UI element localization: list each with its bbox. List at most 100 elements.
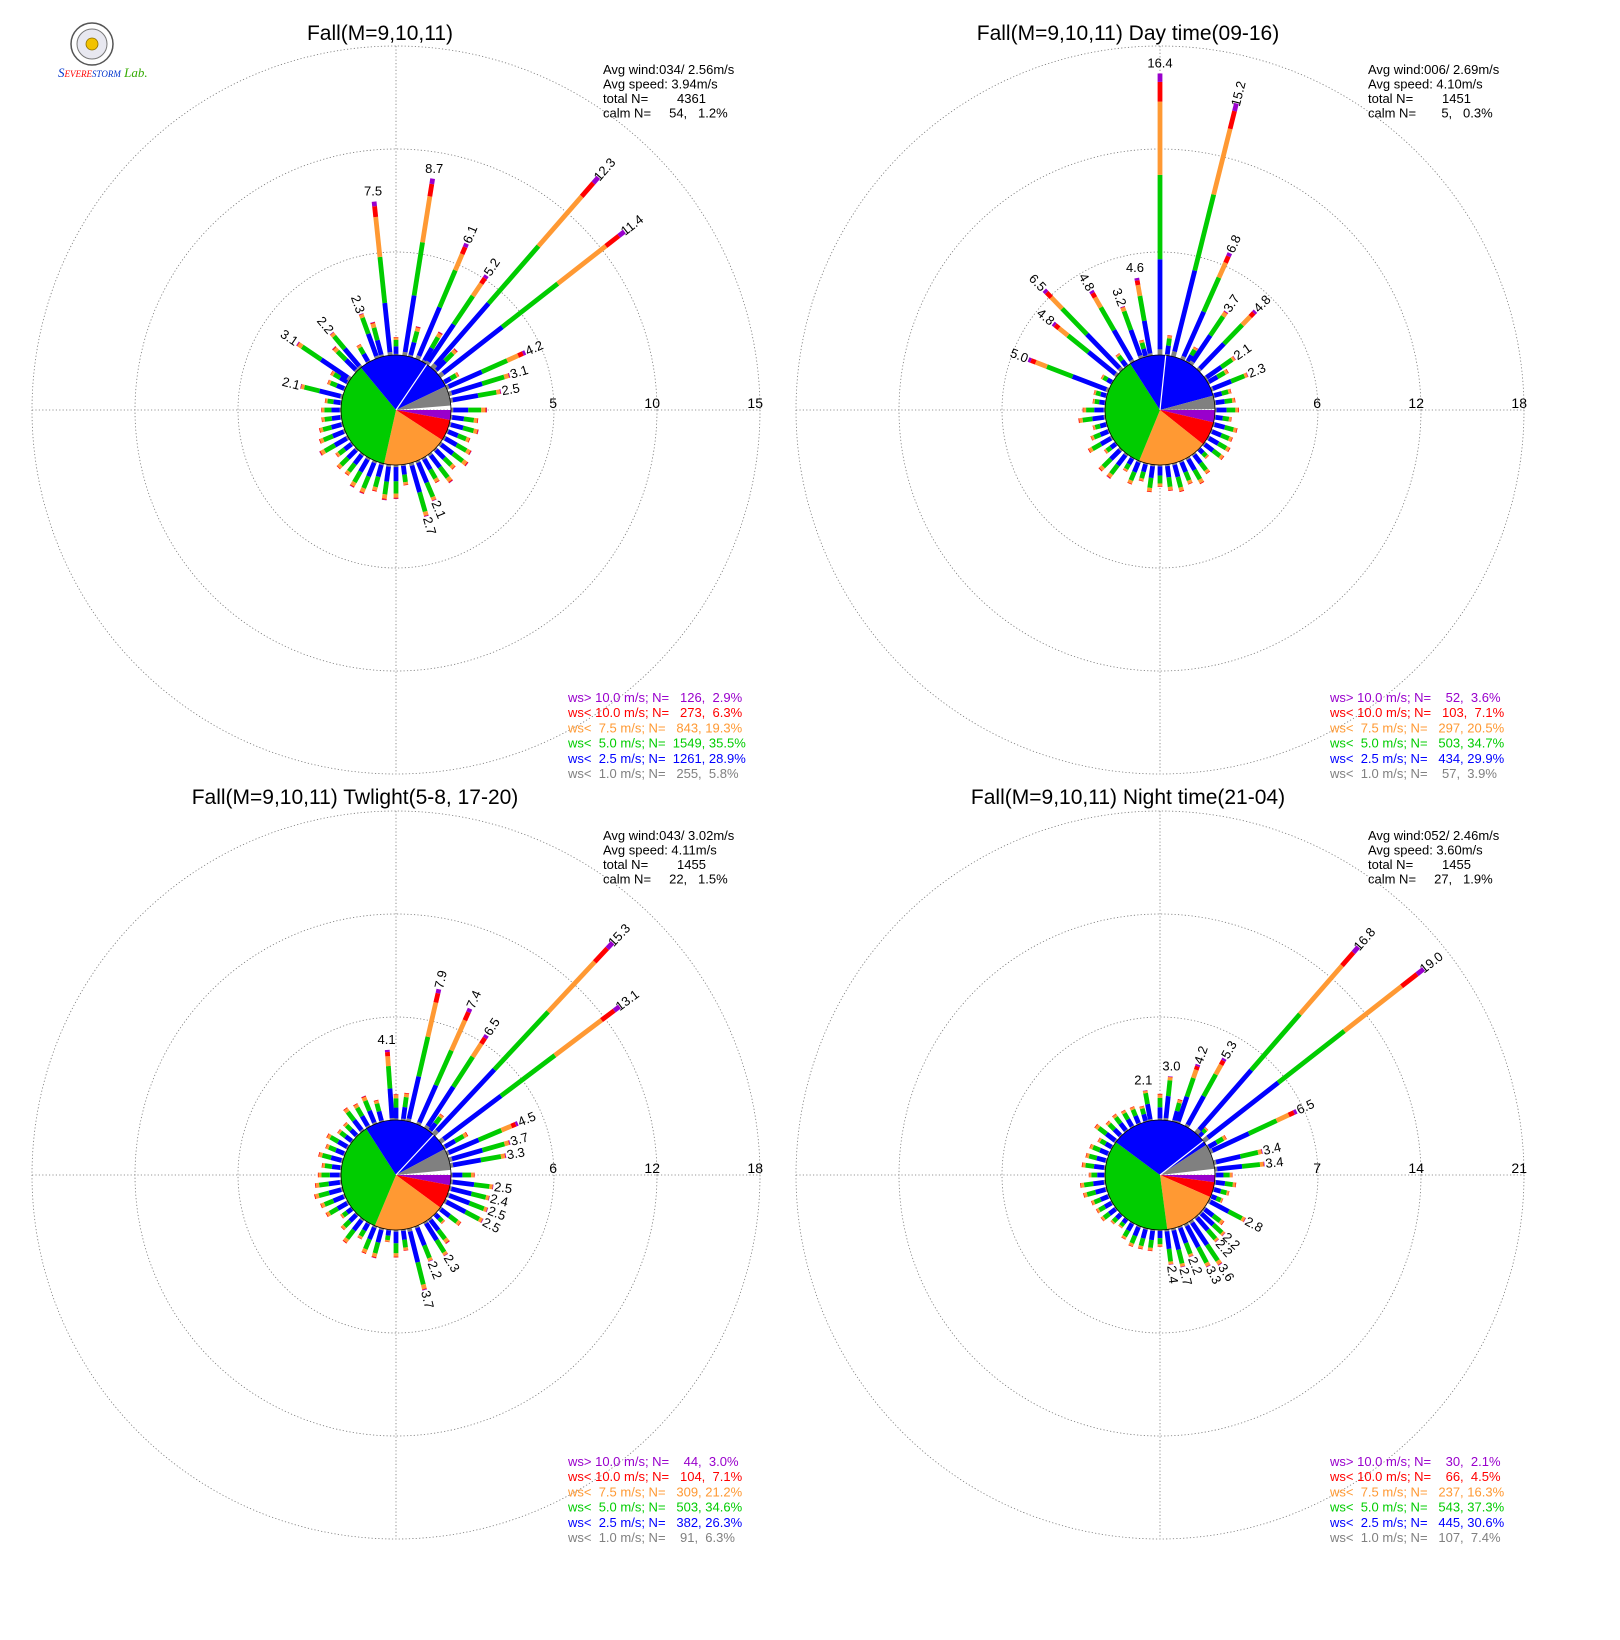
bar-segment-lt7_5 xyxy=(1218,1219,1224,1225)
bar-segment-lt1 xyxy=(393,465,399,468)
direction-bar xyxy=(1128,1224,1142,1248)
bar-segment-lt7_5 xyxy=(359,313,365,319)
direction-bar xyxy=(330,370,350,385)
bar-segment-lt1 xyxy=(1129,1125,1135,1129)
bar-total-label: 5.3 xyxy=(1218,1038,1240,1061)
bar-segment-lt2_5 xyxy=(1216,1172,1224,1178)
direction-bar-labeled xyxy=(415,242,469,361)
direction-bar xyxy=(371,462,385,492)
pie-slice-lt1 xyxy=(1160,395,1215,410)
bar-segment-lt10 xyxy=(1080,1183,1082,1188)
bar-segment-lt7_5 xyxy=(556,244,608,286)
pie-outline xyxy=(340,354,452,466)
bar-segment-lt7_5 xyxy=(443,1237,450,1244)
bar-segment-lt5 xyxy=(424,481,436,498)
bar-total-label: 2.4 xyxy=(489,1191,510,1210)
bar-segment-lt5 xyxy=(417,491,428,513)
bar-segment-lt10 xyxy=(448,479,453,484)
direction-bar xyxy=(384,1229,392,1243)
bar-total-label: 3.7 xyxy=(1220,291,1243,314)
bar-segment-lt2_5 xyxy=(1149,1230,1156,1241)
bar-segment-gt10 xyxy=(332,346,336,350)
bar-segment-lt5 xyxy=(1116,354,1124,363)
bar-segment-lt2_5 xyxy=(1103,1200,1113,1209)
bar-segment-lt7_5 xyxy=(1298,964,1344,1016)
bar-segment-lt5 xyxy=(1139,471,1146,479)
bar-segment-gt10 xyxy=(466,1007,473,1014)
direction-bar-labeled xyxy=(406,1227,428,1291)
bar-segment-lt2_5 xyxy=(1099,399,1106,406)
bar-segment-lt7_5 xyxy=(1227,436,1233,442)
bar-segment-lt2_5 xyxy=(1094,1187,1107,1195)
bar-segment-lt10 xyxy=(1167,1076,1173,1078)
bar-segment-lt5 xyxy=(1122,1112,1130,1121)
bar-segment-lt10 xyxy=(1177,1099,1183,1101)
bar-total-label: 3.4 xyxy=(1265,1154,1285,1171)
stat-line: Avg speed: 4.10m/s xyxy=(1368,77,1483,92)
bar-segment-lt2_5 xyxy=(375,464,384,478)
bar-segment-lt7_5 xyxy=(462,1132,468,1139)
legend-entry-gt10: ws> 10.0 m/s; N= 44, 3.0% xyxy=(567,1454,739,1469)
bar-total-label: 2.3 xyxy=(348,293,368,315)
bar-segment-lt10 xyxy=(344,472,349,476)
bar-segment-gt10 xyxy=(370,321,375,324)
bar-segment-lt7_5 xyxy=(1157,483,1163,487)
bar-segment-lt10 xyxy=(1243,1217,1246,1223)
bar-segment-lt7_5 xyxy=(1147,1247,1153,1251)
bar-segment-lt2_5 xyxy=(1172,1110,1180,1122)
bar-segment-lt5 xyxy=(477,389,497,398)
bar-segment-lt2_5 xyxy=(1165,465,1172,478)
avg-wind-direction-line xyxy=(1159,355,1167,411)
bar-segment-lt5 xyxy=(344,1123,353,1132)
direction-bar xyxy=(356,343,371,364)
bar-segment-lt10 xyxy=(1103,449,1108,454)
bar-segment-lt10 xyxy=(318,439,322,444)
bar-segment-gt10 xyxy=(415,326,421,328)
bar-segment-lt5 xyxy=(451,451,465,464)
bar-segment-lt5 xyxy=(1201,276,1222,313)
bar-segment-lt1 xyxy=(393,1118,399,1120)
bar-segment-lt7_5 xyxy=(500,1123,513,1133)
bar-segment-lt1 xyxy=(359,1217,365,1222)
bar-segment-lt7_5 xyxy=(1083,1192,1088,1198)
bar-segment-lt10 xyxy=(314,1194,317,1200)
direction-bar xyxy=(433,348,458,373)
direction-bar-labeled xyxy=(1157,73,1163,355)
bar-segment-lt10 xyxy=(1090,1200,1094,1206)
bar-segment-gt10 xyxy=(1042,288,1049,295)
bar-segment-lt5 xyxy=(357,346,366,356)
bar-segment-lt10 xyxy=(1168,489,1174,492)
bar-segment-lt7_5 xyxy=(1139,340,1145,344)
bar-segment-lt10 xyxy=(1168,1263,1174,1265)
bar-segment-lt2_5 xyxy=(1207,436,1220,446)
bar-segment-lt7_5 xyxy=(1240,1216,1246,1222)
bar-segment-lt7_5 xyxy=(393,337,399,340)
bar-segment-lt7_5 xyxy=(1138,1245,1144,1249)
bar-segment-lt5 xyxy=(402,1096,409,1108)
panel-title: Fall(M=9,10,11) Night time(21-04) xyxy=(971,786,1285,809)
direction-bar-labeled xyxy=(1177,1225,1194,1258)
bar-segment-lt7_5 xyxy=(1082,1162,1086,1168)
bar-segment-lt1 xyxy=(446,1192,451,1198)
bar-segment-lt5 xyxy=(324,1163,333,1169)
direction-bar xyxy=(442,1131,469,1150)
bar-segment-lt5 xyxy=(429,336,441,350)
bar-segment-lt7_5 xyxy=(1179,1262,1186,1267)
bar-segment-lt7_5 xyxy=(438,1113,444,1119)
bar-segment-lt5 xyxy=(455,442,468,453)
pie-slice-lt10 xyxy=(1160,410,1214,445)
direction-bar xyxy=(1100,374,1114,385)
direction-bar xyxy=(1098,447,1123,472)
bar-segment-lt10 xyxy=(453,348,458,353)
bar-segment-lt5 xyxy=(481,1141,506,1153)
bar-segment-lt7_5 xyxy=(449,463,456,470)
bar-segment-lt2_5 xyxy=(1209,1199,1230,1214)
bar-segment-lt10 xyxy=(423,514,429,517)
bar-segment-lt7_5 xyxy=(420,1283,427,1290)
bar-segment-lt7_5 xyxy=(454,372,459,378)
bar-segment-gt10 xyxy=(514,1121,519,1127)
bar-segment-lt10 xyxy=(1245,372,1249,378)
bar-segment-lt7_5 xyxy=(1142,1090,1148,1094)
bar-segment-gt10 xyxy=(1195,1063,1201,1068)
bar-total-label: 4.8 xyxy=(1076,271,1098,294)
